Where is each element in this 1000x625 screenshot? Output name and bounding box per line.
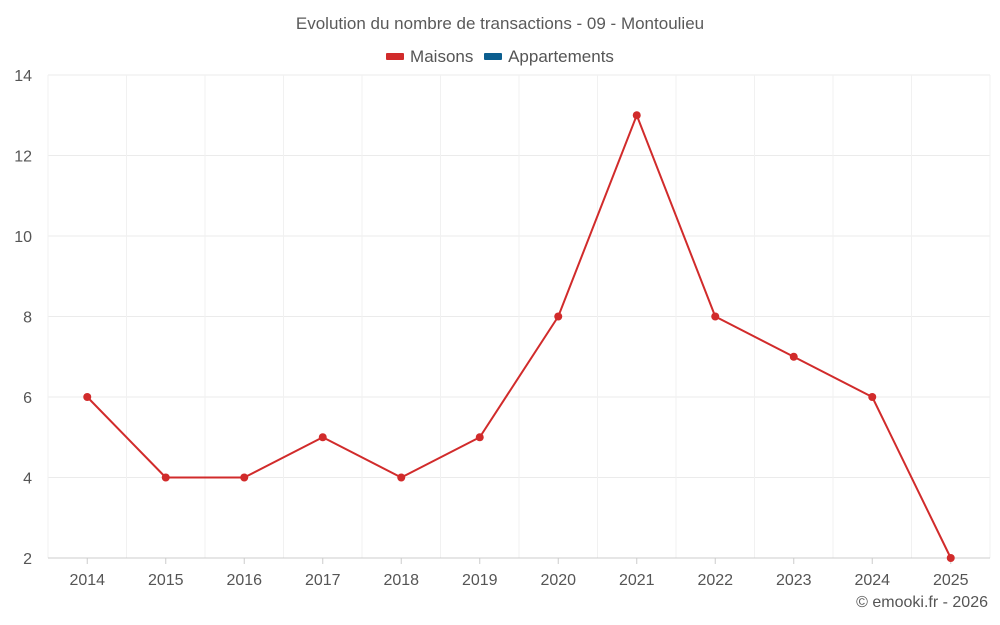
legend-label-maisons: Maisons	[410, 46, 474, 66]
data-point-maisons-2020[interactable]	[554, 312, 563, 321]
legend-swatch-appartements	[484, 53, 503, 60]
data-point-maisons-2025[interactable]	[946, 554, 955, 562]
chart-title: Evolution du nombre de transactions - 09…	[295, 14, 705, 33]
legend-label-appartements: Appartements	[508, 46, 614, 66]
grid	[47, 74, 991, 559]
y-tick-label: 6	[23, 390, 32, 407]
data-point-maisons-2016[interactable]	[240, 473, 249, 482]
x-tick-label: 2020	[540, 572, 576, 589]
data-point-maisons-2019[interactable]	[475, 433, 484, 442]
legend: Maisons Appartements	[0, 45, 1000, 67]
x-tick-label: 2016	[226, 572, 262, 589]
data-point-maisons-2018[interactable]	[397, 473, 406, 482]
y-tick-label: 2	[23, 551, 32, 568]
data-point-maisons-2022[interactable]	[711, 312, 720, 321]
y-tick-label: 14	[14, 68, 32, 85]
legend-item-maisons[interactable]: Maisons	[386, 47, 473, 67]
x-tick-label: 2022	[697, 572, 733, 589]
x-tick-label: 2025	[933, 572, 969, 589]
data-point-maisons-2017[interactable]	[318, 433, 327, 442]
x-tick-label: 2017	[305, 572, 341, 589]
data-point-maisons-2015[interactable]	[161, 473, 170, 482]
x-tick-label: 2024	[854, 572, 890, 589]
x-tick-label: 2015	[148, 572, 184, 589]
legend-swatch-maisons	[386, 53, 405, 60]
data-point-maisons-2014[interactable]	[83, 393, 92, 401]
y-tick-label: 4	[23, 471, 32, 488]
x-tick-label: 2019	[462, 572, 498, 589]
x-tick-label: 2023	[776, 572, 812, 589]
y-tick-label: 12	[14, 149, 32, 166]
data-point-maisons-2023[interactable]	[789, 352, 798, 361]
y-tick-label: 10	[14, 229, 32, 246]
y-tick-label: 8	[23, 310, 32, 327]
axes: 2 4 6 8 10 12 14 2014 2015 2016 2017 2018 2019 2020 20…	[14, 68, 990, 589]
series-line-maisons	[86, 114, 952, 559]
legend-item-appartements[interactable]: Appartements	[484, 47, 614, 67]
data-point-maisons-2024[interactable]	[868, 393, 877, 401]
data-point-maisons-2021[interactable]	[632, 111, 641, 120]
x-tick-label: 2018	[383, 572, 419, 589]
x-tick-label: 2021	[619, 572, 655, 589]
series-maisons	[83, 111, 955, 562]
x-tick-label: 2014	[69, 572, 105, 589]
credit-text: © emooki.fr - 2026	[856, 594, 988, 611]
